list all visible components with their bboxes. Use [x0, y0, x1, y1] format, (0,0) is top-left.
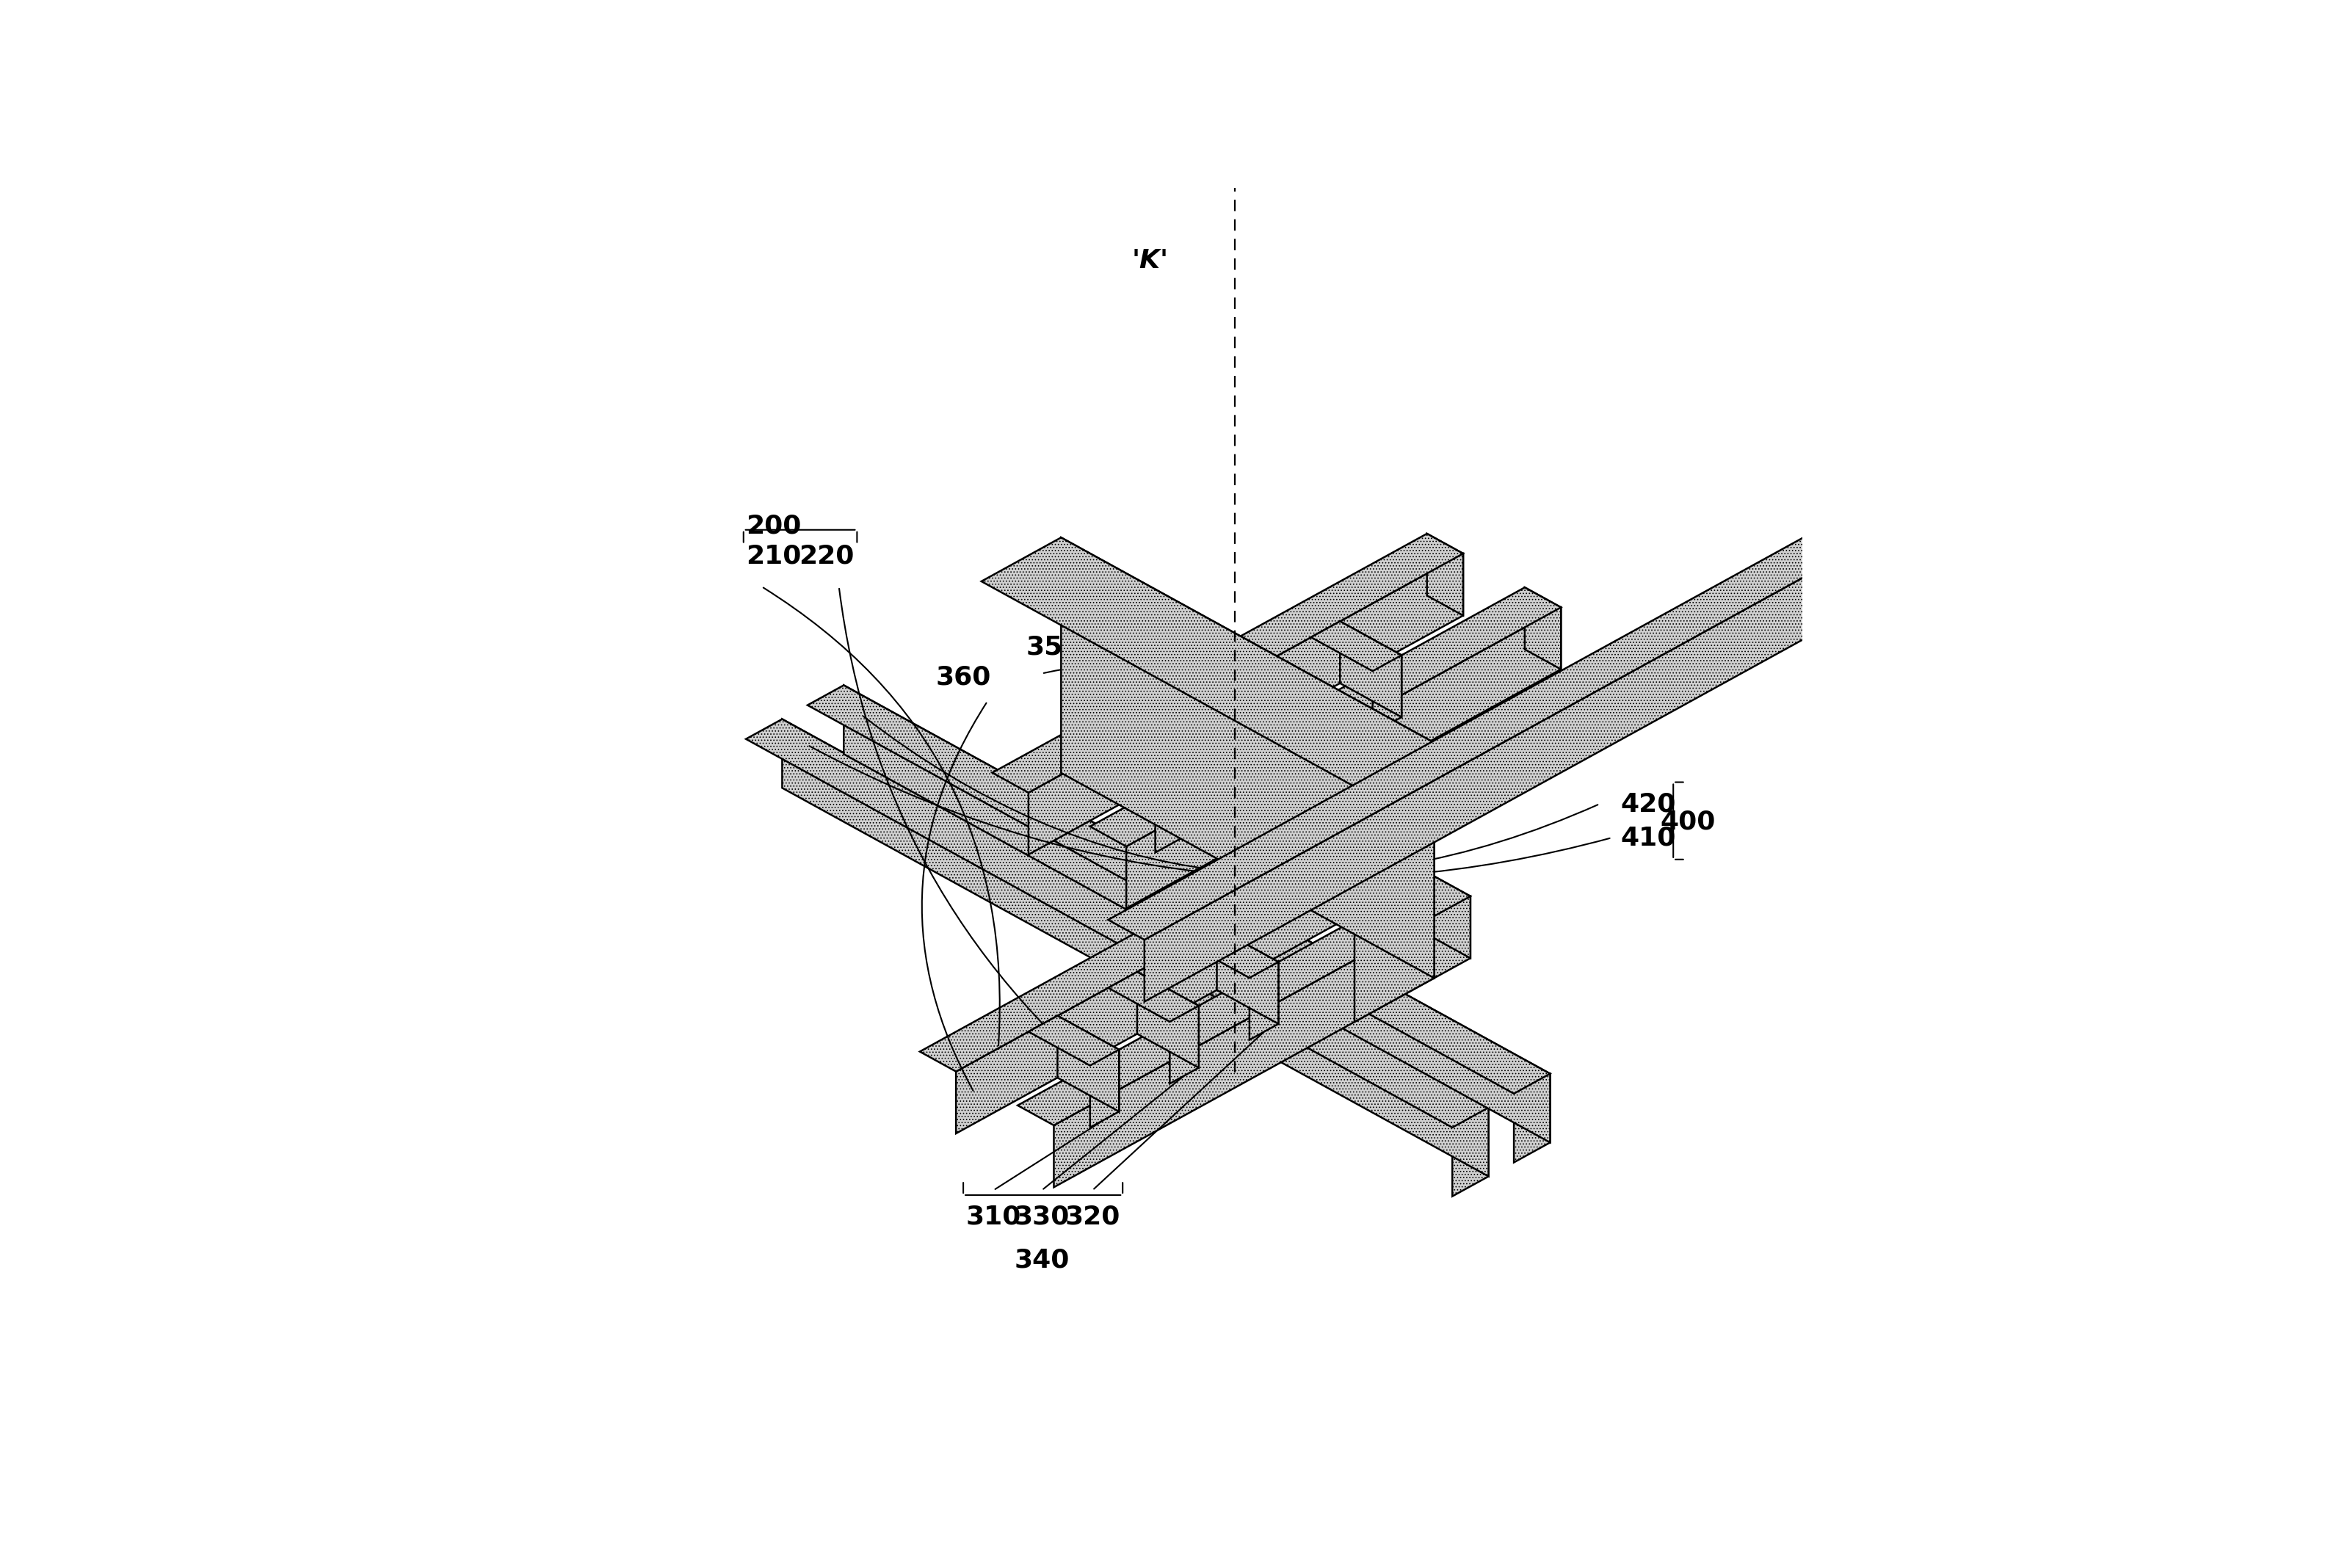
Polygon shape [1029, 1016, 1118, 1066]
Polygon shape [919, 823, 1373, 1071]
Polygon shape [1354, 743, 1434, 1022]
Polygon shape [957, 842, 1373, 1134]
Polygon shape [1340, 621, 1401, 717]
Text: 400: 400 [1661, 809, 1714, 834]
Polygon shape [1228, 735, 1256, 812]
Text: 310: 310 [966, 1204, 1022, 1229]
Text: 340: 340 [1015, 1248, 1069, 1273]
Polygon shape [1137, 972, 1198, 1068]
Polygon shape [807, 685, 1551, 1093]
Text: 420: 420 [1621, 792, 1675, 817]
Polygon shape [1834, 522, 1869, 604]
Text: 210: 210 [746, 544, 802, 569]
Polygon shape [1167, 701, 1256, 751]
Polygon shape [1017, 877, 1471, 1126]
Polygon shape [1155, 775, 1184, 853]
Polygon shape [1127, 607, 1560, 908]
Polygon shape [1095, 740, 1184, 790]
Text: 410: 410 [1621, 825, 1675, 850]
Polygon shape [1109, 972, 1198, 1022]
Polygon shape [1525, 588, 1560, 670]
Polygon shape [1055, 897, 1471, 1187]
Text: 350: 350 [1027, 635, 1081, 660]
Text: 200: 200 [746, 514, 802, 539]
Polygon shape [1109, 522, 1869, 939]
Text: 330: 330 [1015, 1204, 1069, 1229]
Text: 320: 320 [1064, 1204, 1120, 1229]
Polygon shape [992, 533, 1464, 793]
Polygon shape [1090, 1049, 1118, 1127]
Polygon shape [844, 685, 1551, 1143]
Polygon shape [1188, 928, 1279, 978]
Polygon shape [781, 720, 1488, 1176]
Polygon shape [1453, 1107, 1488, 1196]
Polygon shape [1427, 533, 1464, 616]
Polygon shape [746, 720, 1488, 1127]
Polygon shape [1062, 538, 1434, 978]
Polygon shape [1195, 701, 1256, 797]
Polygon shape [1336, 823, 1373, 905]
Polygon shape [1312, 621, 1401, 671]
Polygon shape [1268, 662, 1329, 757]
Polygon shape [1144, 541, 1869, 1002]
Polygon shape [1249, 961, 1279, 1040]
Polygon shape [1300, 695, 1329, 773]
Polygon shape [1170, 1005, 1198, 1083]
Polygon shape [1434, 877, 1471, 958]
Polygon shape [1057, 1016, 1118, 1112]
Text: 'K': 'K' [1132, 248, 1170, 273]
Polygon shape [1090, 588, 1560, 847]
Polygon shape [1216, 928, 1279, 1024]
Text: 360: 360 [936, 665, 992, 690]
Polygon shape [1373, 655, 1401, 734]
Text: 220: 220 [800, 544, 854, 569]
Polygon shape [982, 538, 1434, 787]
Polygon shape [1029, 554, 1464, 855]
Polygon shape [1123, 740, 1184, 837]
Polygon shape [1513, 1074, 1551, 1162]
Polygon shape [1240, 662, 1329, 710]
